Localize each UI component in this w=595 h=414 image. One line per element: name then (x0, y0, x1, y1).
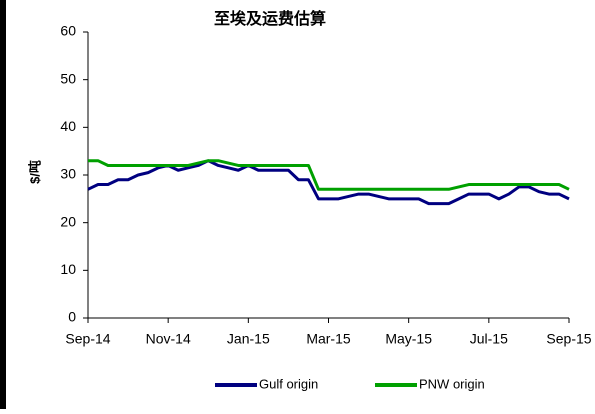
y-tick-label: 10 (60, 261, 76, 277)
x-tick-label: May-15 (385, 331, 432, 347)
x-tick-label: Jul-15 (470, 331, 508, 347)
left-border (0, 0, 6, 409)
y-tick-label: 50 (60, 70, 76, 86)
x-tick-label: Sep-15 (546, 331, 591, 347)
y-tick-label: 30 (60, 166, 76, 182)
y-tick-label: 60 (60, 23, 76, 39)
legend-label: Gulf origin (259, 376, 318, 391)
x-tick-label: Jan-15 (227, 331, 270, 347)
x-tick-label: Sep-14 (65, 331, 110, 347)
chart-title: 至埃及运费估算 (214, 9, 326, 28)
legend-label: PNW origin (419, 376, 485, 391)
y-tick-label: 20 (60, 213, 76, 229)
y-axis-label: $/吨 (27, 160, 42, 184)
y-tick-label: 0 (68, 309, 76, 325)
y-tick-label: 40 (60, 118, 76, 134)
x-tick-label: Mar-15 (306, 331, 351, 347)
x-tick-label: Nov-14 (146, 331, 191, 347)
data-line (88, 159, 570, 191)
data-line (87, 159, 570, 206)
